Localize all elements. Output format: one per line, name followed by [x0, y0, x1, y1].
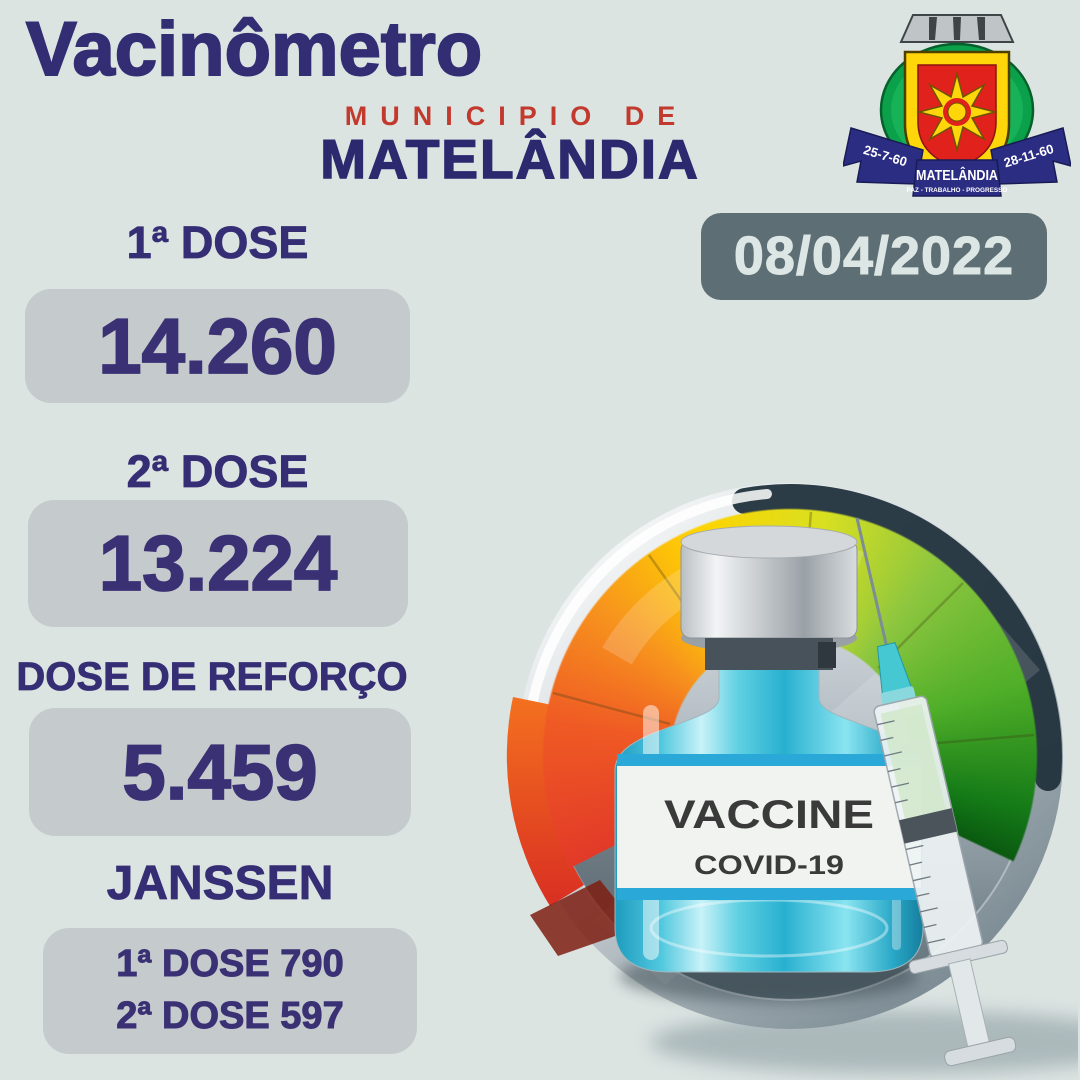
cap-top: [680, 525, 858, 559]
syringe-icon: [855, 517, 1017, 1067]
janssen-first-dose-line: 1ª DOSE 790: [116, 943, 344, 986]
first-dose-box: 14.260: [25, 289, 410, 403]
syringe-thumb-rest: [944, 1036, 1017, 1067]
gauge-overlay: VACCINE COVID-19: [552, 511, 1035, 1067]
first-dose-label: 1ª DOSE: [126, 217, 309, 269]
syringe-stopper: [899, 808, 958, 844]
cap-tab: [818, 642, 836, 668]
date-badge: 08/04/2022: [701, 213, 1047, 300]
booster-dose-label: DOSE DE REFORÇO: [16, 655, 408, 700]
crest-motto: PAZ - TRABALHO - PROGRESSO: [907, 187, 1008, 194]
janssen-label: JANSSEN: [106, 857, 334, 911]
second-dose-label: 2ª DOSE: [126, 446, 309, 498]
vaccinometer-gauge: VACCINE COVID-19: [500, 460, 1078, 1080]
syringe-liquid: [880, 704, 947, 821]
municipality-subtitle: MUNICIPIO DE: [344, 101, 689, 131]
page-title: Vacinômetro: [25, 6, 483, 93]
sun-icon: [947, 102, 967, 122]
janssen-box: 1ª DOSE 790 2ª DOSE 597: [43, 928, 417, 1054]
syringe-plunger: [948, 958, 991, 1051]
syringe-needle: [855, 517, 889, 647]
vaccine-vial-icon: VACCINE COVID-19: [614, 525, 924, 1002]
syringe-hub: [876, 642, 913, 696]
municipality-name: MATELÂNDIA: [320, 127, 700, 191]
booster-dose-box: 5.459: [29, 708, 411, 836]
vial-title: VACCINE: [664, 793, 874, 837]
syringe-scale: [876, 720, 946, 944]
second-dose-value: 13.224: [98, 518, 338, 608]
cap-crimp: [705, 638, 833, 670]
first-dose-value: 14.260: [97, 301, 337, 391]
second-dose-box: 13.224: [28, 500, 408, 627]
crest-name: MATELÂNDIA: [916, 166, 998, 184]
coat-of-arms: 25-7-60 28-11-60 MATELÂNDIA PAZ - TRABAL…: [843, 14, 1071, 197]
booster-dose-value: 5.459: [121, 727, 318, 817]
vial-label: VACCINE COVID-19: [617, 754, 921, 900]
syringe-collar: [880, 686, 916, 706]
janssen-second-dose-line: 2ª DOSE 597: [116, 995, 344, 1038]
vial-subtitle: COVID-19: [694, 850, 844, 880]
mural-crown-icon: [899, 14, 1015, 43]
ribbon-center: [912, 159, 1002, 197]
